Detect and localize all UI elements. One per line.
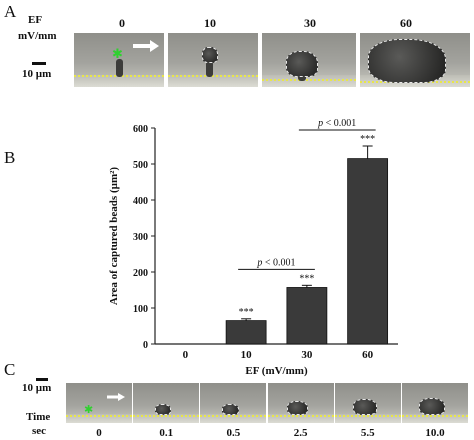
y-tick-label-0: 0 [143,340,148,351]
time-frame-3 [267,383,334,423]
time-unit-label: sec [32,425,47,437]
scale-bar-a [32,62,46,65]
p-value-label-0: p < 0.001 [256,257,295,268]
significance-30: *** [299,273,314,284]
y-tick-label-5: 500 [133,160,148,171]
time-label-3: 2.5 [293,427,308,439]
ef-column-label-0: 0 [119,16,125,30]
significance-60: *** [360,134,375,145]
bar-10 [225,320,267,345]
time-label-4: 5.5 [360,427,375,439]
captured-bead [418,397,446,415]
scale-label-a: 10 µm [22,68,52,80]
bar-60 [347,158,389,345]
bead-marker-icon: ✱ [84,403,94,416]
time-frame-1 [133,383,200,423]
time-label-2: 0.5 [226,427,241,439]
y-tick-label-2: 200 [133,268,148,279]
micrograph-a-60 [360,33,470,87]
scale-label-c: 10 µm [22,382,52,394]
captured-bead [154,403,172,415]
time-frame-2 [200,383,267,423]
y-tick-label-6: 600 [133,124,148,135]
captured-bead [286,400,309,415]
time-label: Time [26,411,51,423]
x-tick-label-10: 10 [241,349,253,361]
bead-marker-icon: ✱ [112,47,123,62]
panel-c-label: C [4,360,16,379]
y-tick-label-3: 300 [133,232,148,243]
x-axis-label: EF (mV/mm) [245,365,308,377]
significance-10: *** [239,307,254,318]
y-tick-label-4: 400 [133,196,148,207]
p-value-label-1: p < 0.001 [317,118,356,129]
panel-a-label: A [4,2,17,21]
micrograph-a-0: ✱ [74,33,164,87]
time-frame-5 [402,383,468,423]
time-label-0: 0 [96,427,102,439]
field-direction-arrow-icon [106,389,126,407]
panel-b-label: B [4,148,16,167]
time-label-1: 0.1 [159,427,174,439]
time-label-5: 10.0 [425,427,445,439]
scale-bar-c [36,378,48,381]
ef-label: EF [28,14,43,26]
micrograph-a-30 [262,33,356,87]
time-frame-4 [334,383,401,423]
captured-bead [222,403,239,415]
bar-30 [286,287,328,345]
micrograph-a-10 [168,33,258,87]
ef-column-label-30: 30 [304,16,316,30]
ef-unit-label: mV/mm [18,30,57,42]
captured-bead [352,399,377,415]
ef-column-label-10: 10 [204,16,216,30]
x-tick-label-60: 60 [362,349,374,361]
ef-column-label-60: 60 [400,16,412,30]
y-tick-label-1: 100 [133,304,148,315]
x-tick-label-0: 0 [183,349,189,361]
time-frame-0: ✱ [66,383,132,423]
y-axis-label: Area of captured beads (µm²) [108,167,120,305]
x-tick-label-30: 30 [301,349,313,361]
